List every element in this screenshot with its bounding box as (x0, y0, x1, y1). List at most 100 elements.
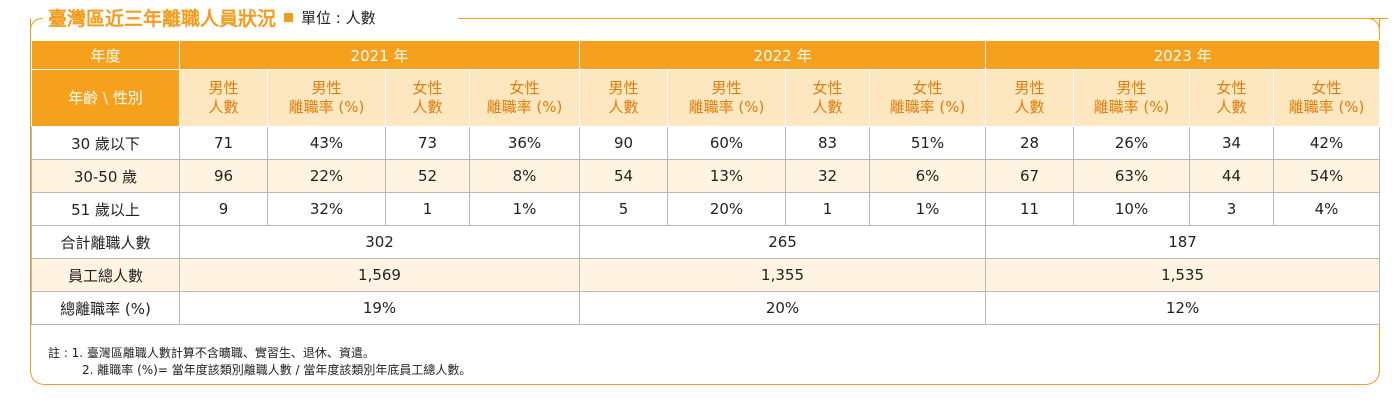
table-cell: 32% (267, 192, 386, 226)
table-cell: 90 (579, 126, 669, 160)
row-label: 51 歲以上 (31, 192, 180, 226)
table-title: 臺灣區近三年離職人員狀況 (48, 7, 277, 30)
table-cell: 11 (985, 192, 1075, 226)
subheader-metric: 人數 (208, 98, 239, 116)
subheader-cell: 男性 人數 (985, 69, 1075, 127)
table-row: 30 歲以下 71 43% 73 36% 90 60% 83 51% 28 26% 34 42% (31, 126, 1381, 160)
table-cell: 54 (579, 159, 669, 193)
summary-cell: 265 (579, 225, 987, 259)
table-cell: 83 (785, 126, 871, 160)
year-2021: 2021 年 (178, 40, 581, 70)
subheader-gender: 男性 (311, 79, 342, 97)
table-cell: 51% (869, 126, 987, 160)
subheader-cell: 女性 離職率 (%) (468, 69, 581, 127)
summary-cell: 19% (178, 291, 581, 325)
table-cell: 44 (1189, 159, 1275, 193)
frame-top-border (458, 18, 1388, 19)
year-2022: 2022 年 (579, 40, 987, 70)
table-cell: 5 (579, 192, 669, 226)
summary-cell: 12% (985, 291, 1381, 325)
table-cell: 6% (869, 159, 987, 193)
summary-cell: 302 (178, 225, 581, 259)
summary-label: 員工總人數 (31, 258, 180, 292)
table-cell: 1% (468, 192, 581, 226)
summary-label: 總離職率 (%) (31, 291, 180, 325)
subheader-cell: 男性 離職率 (%) (1073, 69, 1191, 127)
table-header: 臺灣區近三年離職人員狀況 單位 : 人數 (44, 4, 384, 30)
subheader-gender: 女性 (1216, 79, 1247, 97)
table-row: 51 歲以上 9 32% 1 1% 5 20% 1 1% 11 10% 3 4% (31, 192, 1381, 226)
subheader-metric: 人數 (1216, 98, 1247, 116)
table-cell: 71 (179, 126, 268, 160)
subheader-gender: 男性 (608, 79, 639, 97)
subheader-cell: 女性 人數 (385, 69, 470, 127)
summary-row: 合計離職人數 302 265 187 (31, 225, 1381, 259)
subheader-gender: 女性 (1311, 79, 1342, 97)
subheader-cell: 女性 離職率 (%) (869, 69, 987, 127)
subheader-cell: 女性 離職率 (%) (1273, 69, 1381, 127)
subheader-cell: 男性 離職率 (%) (667, 69, 787, 127)
table-cell: 1 (385, 192, 470, 226)
subheader-metric: 離職率 (%) (688, 98, 765, 116)
table-cell: 52 (385, 159, 470, 193)
subheader-cell: 男性 人數 (579, 69, 669, 127)
subheader-cell: 女性 人數 (1189, 69, 1275, 127)
year-label: 年度 (31, 40, 180, 70)
table-cell: 43% (267, 126, 386, 160)
table-cell: 54% (1273, 159, 1381, 193)
footnote-1: 註 : 1. 臺灣區離職人數計算不含曠職、實習生、退休、資遣。 (48, 346, 375, 360)
table-cell: 3 (1189, 192, 1275, 226)
subheader-metric: 人數 (812, 98, 843, 116)
subheader-metric: 人數 (1014, 98, 1045, 116)
table-cell: 96 (179, 159, 268, 193)
table-cell: 28 (985, 126, 1075, 160)
table-cell: 20% (667, 192, 787, 226)
table-cell: 26% (1073, 126, 1191, 160)
subheader-cell: 女性 人數 (785, 69, 871, 127)
subheader-cell: 男性 離職率 (%) (267, 69, 386, 127)
subheader-metric: 人數 (608, 98, 639, 116)
subheader-gender: 男性 (1014, 79, 1045, 97)
unit-label: 單位 : 人數 (301, 8, 376, 27)
subheader-gender: 男性 (711, 79, 742, 97)
summary-cell: 187 (985, 225, 1381, 259)
subheader-gender: 男性 (208, 79, 239, 97)
table-cell: 73 (385, 126, 470, 160)
subheader-row: 年齡 \ 性別 男性 人數 男性 離職率 (%) 女性 人數 女性 離職率 (%) 男性 人數 男性… (31, 69, 1381, 127)
table-cell: 1 (785, 192, 871, 226)
summary-cell: 1,535 (985, 258, 1381, 292)
subheader-gender: 男性 (1116, 79, 1147, 97)
table-cell: 8% (468, 159, 581, 193)
age-gender-label: 年齡 \ 性別 (31, 69, 180, 127)
table-cell: 1% (869, 192, 987, 226)
summary-label: 合計離職人數 (31, 225, 180, 259)
year-header-row: 年度 2021 年 2022 年 2023 年 (31, 40, 1381, 70)
summary-cell: 1,355 (579, 258, 987, 292)
year-2023: 2023 年 (985, 40, 1381, 70)
square-bullet-icon (284, 12, 294, 22)
subheader-metric: 離職率 (%) (889, 98, 966, 116)
table-cell: 22% (267, 159, 386, 193)
table-cell: 4% (1273, 192, 1381, 226)
table-body: 30 歲以下 71 43% 73 36% 90 60% 83 51% 28 26% 34 42% 30-5… (31, 126, 1381, 325)
subheader-metric: 離職率 (%) (288, 98, 365, 116)
table-cell: 36% (468, 126, 581, 160)
summary-cell: 20% (579, 291, 987, 325)
footnote-2: 2. 離職率 (%)= 當年度該類別離職人數 / 當年度該類別年底員工總人數。 (82, 363, 472, 377)
table-cell: 13% (667, 159, 787, 193)
table-cell: 67 (985, 159, 1075, 193)
table-cell: 32 (785, 159, 871, 193)
table-cell: 9 (179, 192, 268, 226)
table-row: 30-50 歲 96 22% 52 8% 54 13% 32 6% 67 63% 44 54% (31, 159, 1381, 193)
table-cell: 42% (1273, 126, 1381, 160)
subheader-metric: 離職率 (%) (1288, 98, 1365, 116)
subheader-cell: 男性 人數 (179, 69, 268, 127)
subheader-gender: 女性 (509, 79, 540, 97)
subheader-metric: 人數 (412, 98, 443, 116)
table-cell: 63% (1073, 159, 1191, 193)
subheader-gender: 女性 (812, 79, 843, 97)
footnotes: 註 : 1. 臺灣區離職人數計算不含曠職、實習生、退休、資遣。 2. 離職率 (… (48, 345, 471, 379)
row-label: 30 歲以下 (31, 126, 180, 160)
table-cell: 34 (1189, 126, 1275, 160)
subheader-gender: 女性 (912, 79, 943, 97)
